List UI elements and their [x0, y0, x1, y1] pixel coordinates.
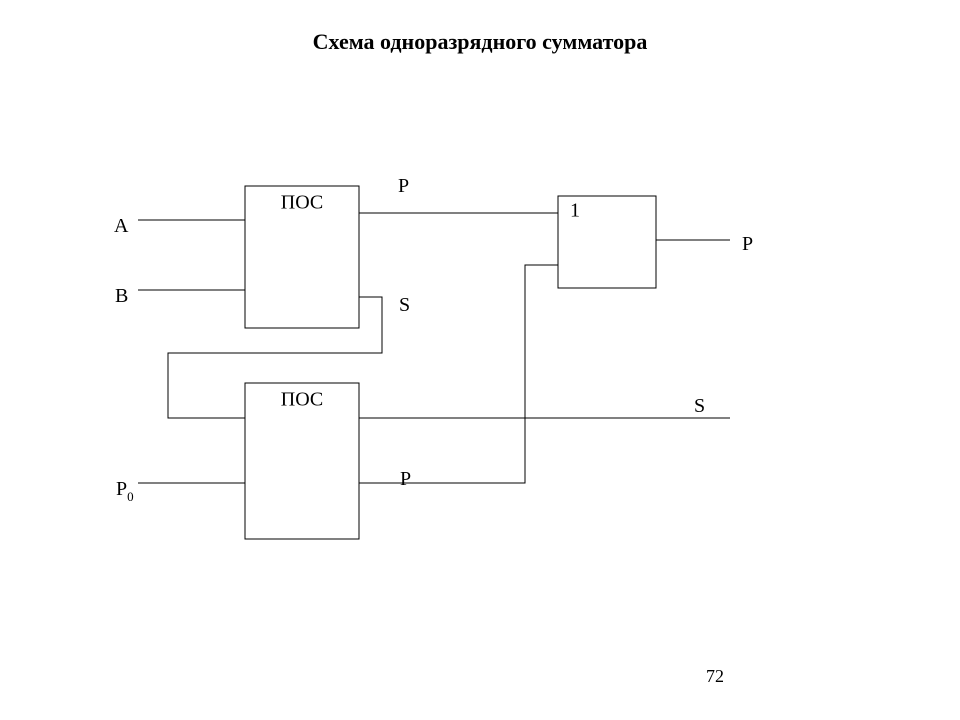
- svg-text:ПОС: ПОС: [281, 389, 323, 411]
- svg-text:1: 1: [570, 200, 580, 222]
- adder-diagram: ПОС ПОС 1 A B P0 P S P P S: [0, 0, 960, 720]
- svg-text:P: P: [742, 233, 753, 255]
- svg-text:S: S: [694, 395, 705, 417]
- svg-text:ПОС: ПОС: [281, 192, 323, 214]
- svg-text:S: S: [399, 294, 410, 316]
- svg-text:P0: P0: [116, 478, 134, 504]
- svg-text:P: P: [400, 468, 411, 490]
- svg-text:A: A: [114, 215, 129, 237]
- svg-text:P: P: [398, 175, 409, 197]
- svg-text:B: B: [115, 285, 128, 307]
